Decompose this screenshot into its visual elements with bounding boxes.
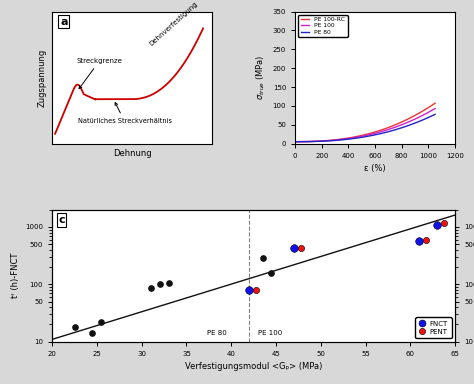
X-axis label: Verfestigungsmodul <Gₚ> (MPa): Verfestigungsmodul <Gₚ> (MPa)	[185, 362, 322, 371]
PE 100	[375, 130, 381, 135]
Text: PE 80: PE 80	[207, 330, 227, 336]
Y-axis label: tᶠ (h)-FNCT: tᶠ (h)-FNCT	[10, 253, 19, 298]
Line: PE 100-RC: PE 100-RC	[295, 103, 435, 142]
PE 100	[432, 106, 438, 111]
PE 100-RC	[375, 129, 381, 133]
PE 100	[292, 139, 298, 144]
Line: PE 80: PE 80	[295, 114, 435, 142]
PE 100-RC	[429, 103, 435, 108]
PE 80	[432, 112, 438, 117]
PE 100	[368, 132, 374, 137]
PE 100-RC	[407, 116, 413, 121]
Text: Dehnverfestigung: Dehnverfestigung	[148, 0, 199, 47]
PE 100-RC	[292, 139, 298, 144]
PE 80	[359, 135, 365, 140]
PE 80	[407, 123, 413, 127]
PE 100	[360, 134, 365, 139]
Text: a: a	[60, 17, 68, 27]
PE 100-RC	[368, 131, 374, 136]
PE 100	[429, 108, 435, 113]
PE 100-RC	[432, 101, 438, 106]
PE 80	[292, 139, 298, 144]
PE 100	[359, 134, 365, 139]
PE 100-RC	[360, 133, 365, 137]
Text: Natürliches Streckverhältnis: Natürliches Streckverhältnis	[78, 103, 172, 124]
X-axis label: Dehnung: Dehnung	[113, 149, 151, 158]
Text: b: b	[303, 17, 311, 27]
PE 100-RC	[359, 133, 365, 138]
PE 80	[429, 114, 435, 118]
PE 100	[407, 119, 413, 124]
Text: PE 100: PE 100	[258, 330, 283, 336]
PE 80	[360, 135, 365, 139]
Text: c: c	[58, 215, 65, 225]
PE 80	[375, 132, 381, 136]
PE 80	[368, 133, 374, 138]
Legend: FNCT, PENT: FNCT, PENT	[415, 317, 452, 338]
Y-axis label: Zugspannung: Zugspannung	[37, 48, 46, 107]
Text: Streckgrenze: Streckgrenze	[77, 58, 123, 89]
Y-axis label: $\sigma_{true}$ (MPa): $\sigma_{true}$ (MPa)	[255, 55, 267, 100]
Legend: PE 100-RC, PE 100, PE 80: PE 100-RC, PE 100, PE 80	[298, 15, 347, 37]
X-axis label: ε (%): ε (%)	[365, 164, 386, 173]
Line: PE 100: PE 100	[295, 109, 435, 142]
